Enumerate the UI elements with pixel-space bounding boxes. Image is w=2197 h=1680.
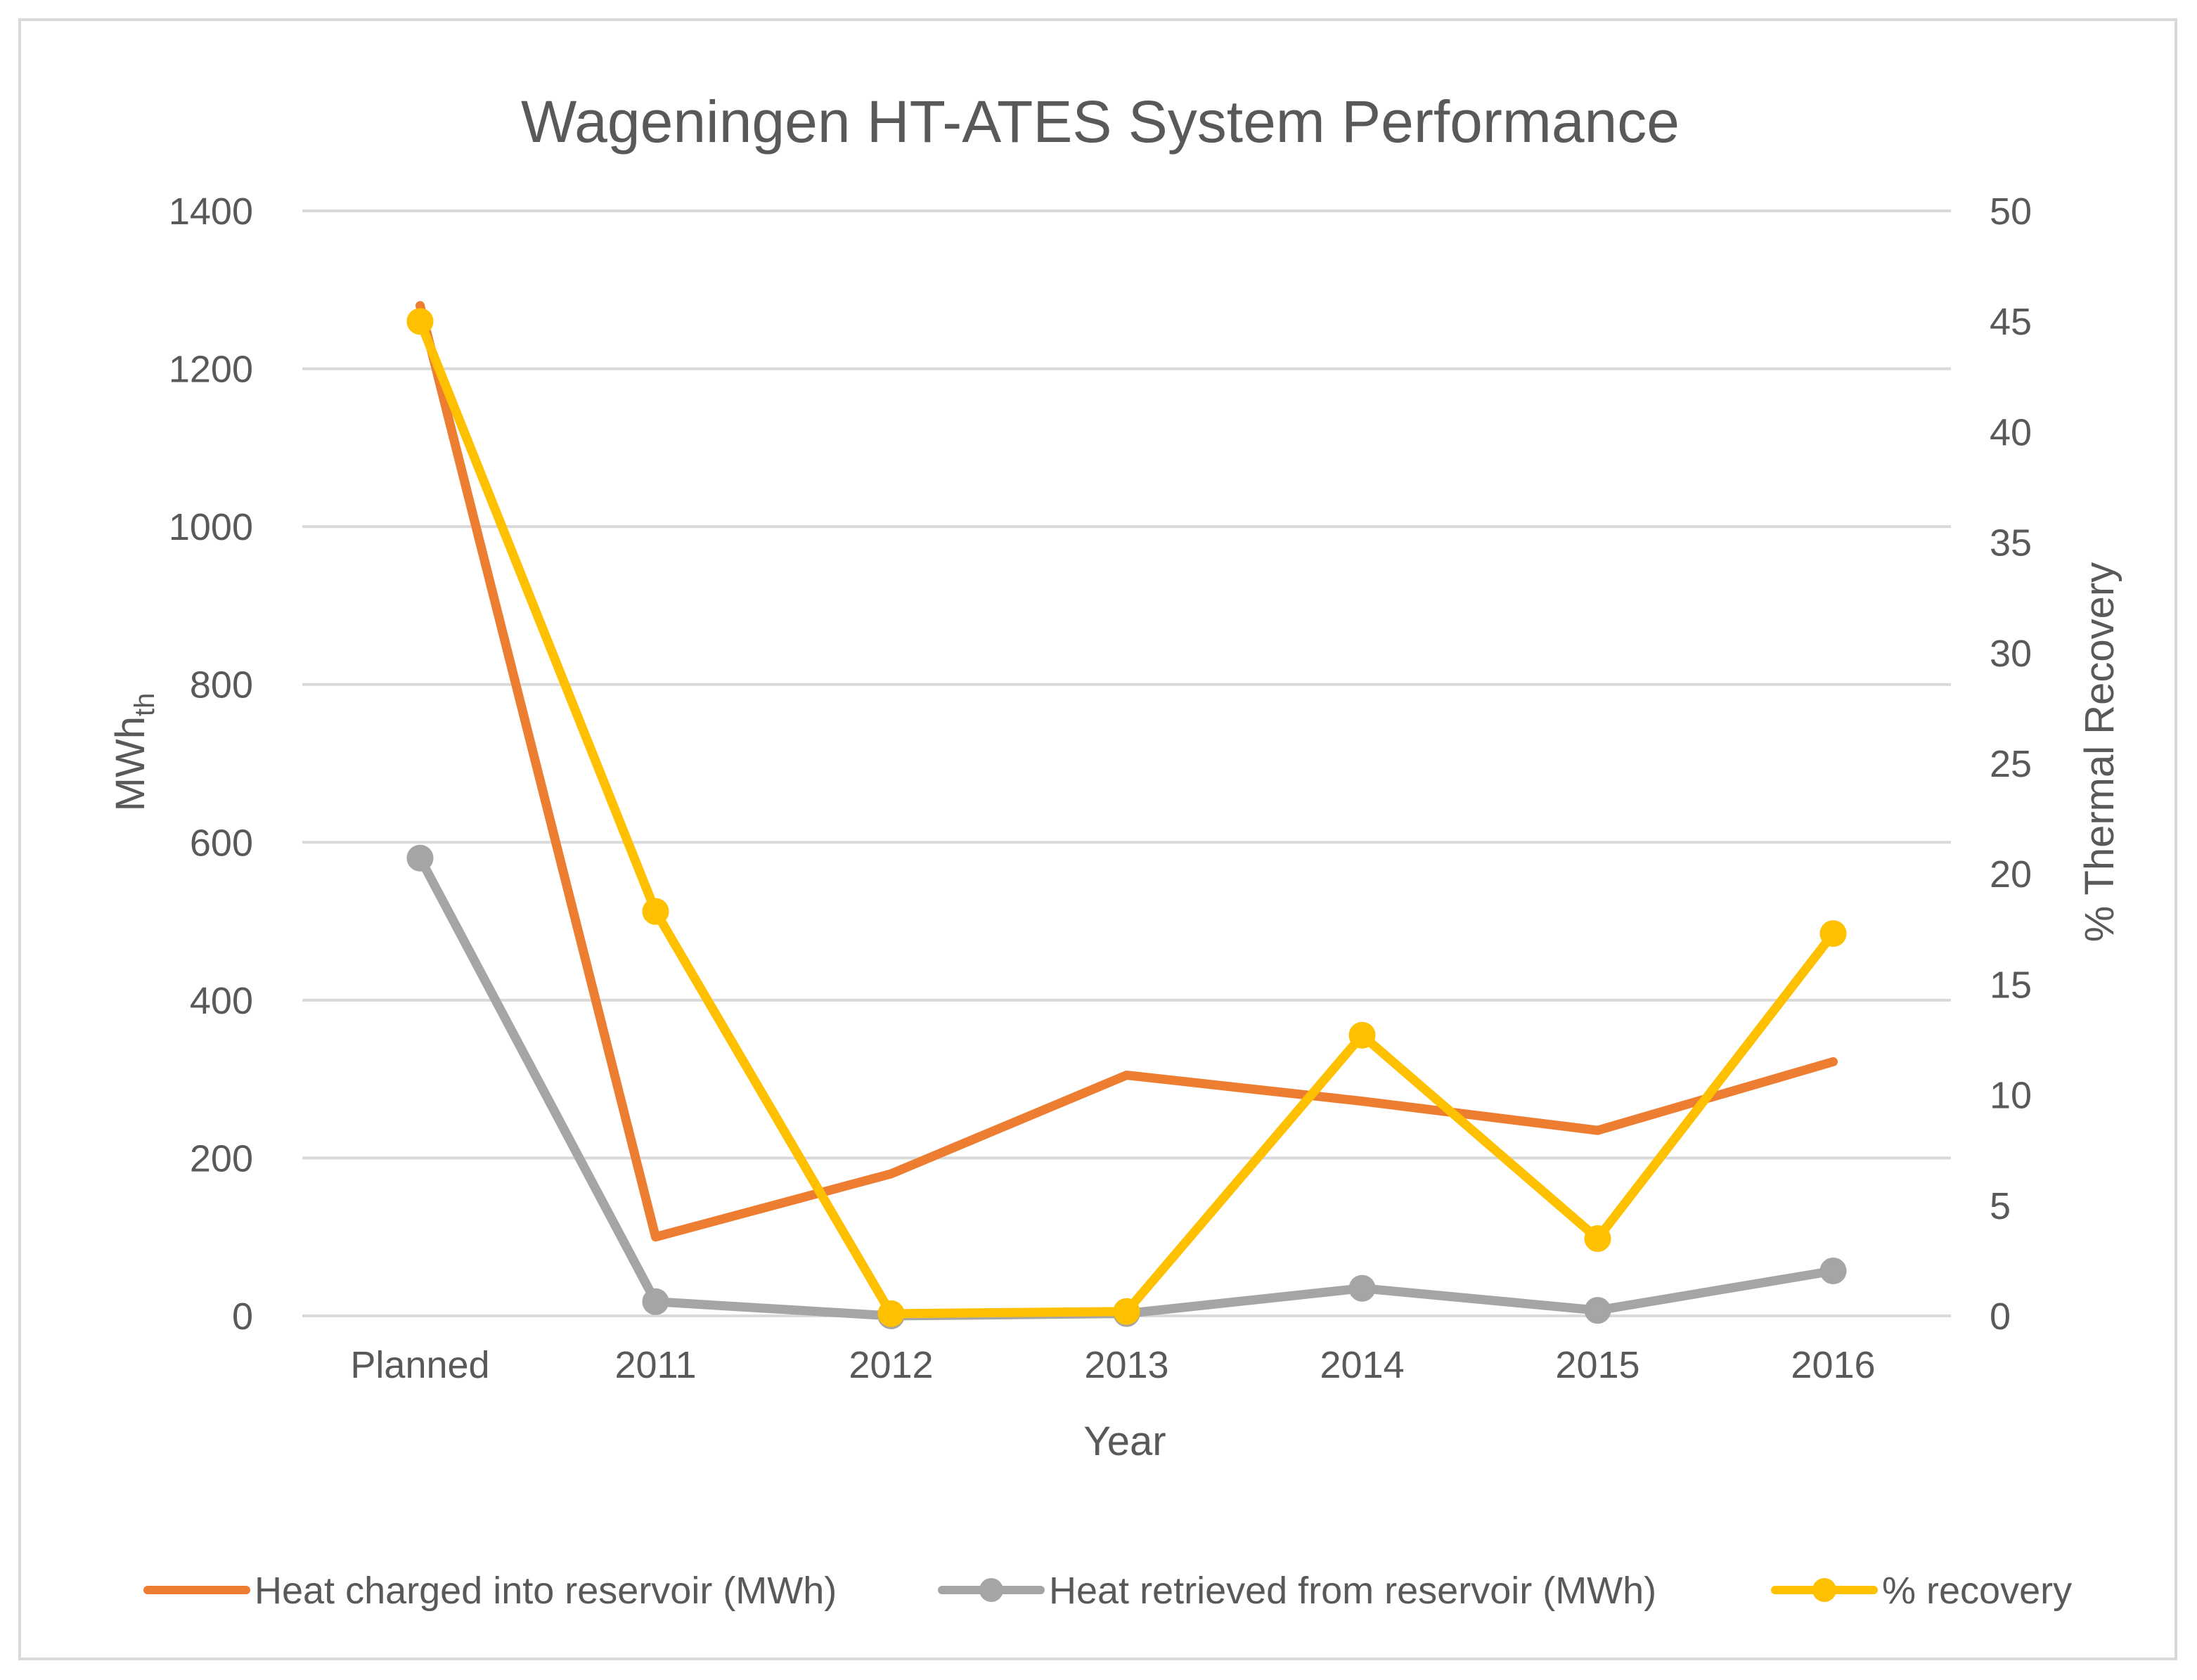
y-axis-left-label: MWhth xyxy=(108,693,160,812)
y-left-tick-label: 200 xyxy=(190,1137,253,1180)
y-right-tick-label: 20 xyxy=(1990,853,2032,896)
series-line xyxy=(415,301,1838,1242)
x-tick-label: 2014 xyxy=(1320,1344,1404,1386)
x-tick-label: 2013 xyxy=(1084,1344,1168,1386)
data-point xyxy=(1348,1274,1376,1302)
series-line xyxy=(415,316,1838,1319)
data-point xyxy=(1584,1297,1611,1324)
series-layer xyxy=(406,301,1847,1329)
y-right-tick-label: 5 xyxy=(1990,1185,2011,1227)
y-right-tick-label: 30 xyxy=(1990,633,2032,675)
data-point xyxy=(1113,1298,1140,1325)
y-left-tick-label: 600 xyxy=(190,822,253,864)
legend-item: Heat charged into reservoir (MWh) xyxy=(143,1570,837,1612)
y-axis-left-ticks: 0 200 400 600 800 1000 1200 1400 xyxy=(169,190,253,1338)
legend: Heat charged into reservoir (MWh) Heat re… xyxy=(143,1570,2072,1612)
y-left-tick-label: 0 xyxy=(232,1295,253,1338)
series-2 xyxy=(406,844,1847,1329)
legend-label: % recovery xyxy=(1882,1570,2072,1612)
legend-label: Heat charged into reservoir (MWh) xyxy=(255,1570,837,1612)
y-right-tick-label: 15 xyxy=(1990,964,2032,1006)
x-tick-label: Planned xyxy=(350,1344,489,1386)
y-left-tick-label: 1200 xyxy=(169,349,253,391)
chart-frame: Wageningen HT-ATES System Performance 0 2… xyxy=(18,18,2177,1660)
x-tick-label: 2011 xyxy=(614,1344,696,1386)
y-left-tick-label: 1000 xyxy=(169,506,253,548)
y-left-tick-label: 800 xyxy=(190,664,253,706)
data-point xyxy=(1584,1225,1611,1252)
gridlines xyxy=(302,209,1951,1317)
data-point xyxy=(642,1288,669,1315)
data-point xyxy=(642,898,669,925)
data-point xyxy=(1819,1257,1847,1284)
x-axis-label: Year xyxy=(1083,1419,1166,1464)
data-point xyxy=(406,844,434,872)
x-tick-label: 2012 xyxy=(849,1344,933,1386)
data-point xyxy=(1348,1021,1376,1049)
data-point xyxy=(877,1300,905,1327)
chart-title: Wageningen HT-ATES System Performance xyxy=(521,89,1680,155)
y-right-tick-label: 10 xyxy=(1990,1075,2032,1117)
legend-label: Heat retrieved from reservoir (MWh) xyxy=(1049,1570,1656,1612)
x-tick-label: 2015 xyxy=(1555,1344,1639,1386)
x-tick-label: 2016 xyxy=(1791,1344,1875,1386)
legend-swatch-marker xyxy=(1812,1578,1836,1602)
y-right-tick-label: 40 xyxy=(1990,411,2032,453)
legend-swatch-marker xyxy=(979,1578,1003,1602)
series-1 xyxy=(415,301,1838,1242)
legend-item: Heat retrieved from reservoir (MWh) xyxy=(938,1570,1656,1612)
y-right-tick-label: 50 xyxy=(1990,190,2032,233)
y-right-tick-label: 35 xyxy=(1990,522,2032,564)
chart-svg: Wageningen HT-ATES System Performance 0 2… xyxy=(108,89,2122,1612)
y-left-tick-label: 400 xyxy=(190,980,253,1022)
series-line xyxy=(415,853,1838,1321)
series-3 xyxy=(406,308,1847,1327)
data-point xyxy=(1819,920,1847,948)
data-point xyxy=(406,308,434,335)
y-left-tick-label: 1400 xyxy=(169,190,253,233)
y-axis-right-label: % Thermal Recovery xyxy=(2077,562,2122,942)
y-right-tick-label: 0 xyxy=(1990,1295,2011,1338)
legend-item: % recovery xyxy=(1771,1570,2072,1612)
x-axis-ticks: Planned 2011 2012 2013 2014 2015 2016 xyxy=(350,1344,1875,1386)
y-right-tick-label: 25 xyxy=(1990,743,2032,785)
y-right-tick-label: 45 xyxy=(1990,301,2032,343)
y-axis-right-ticks: 0 5 10 15 20 25 30 35 40 45 50 xyxy=(1990,190,2032,1338)
